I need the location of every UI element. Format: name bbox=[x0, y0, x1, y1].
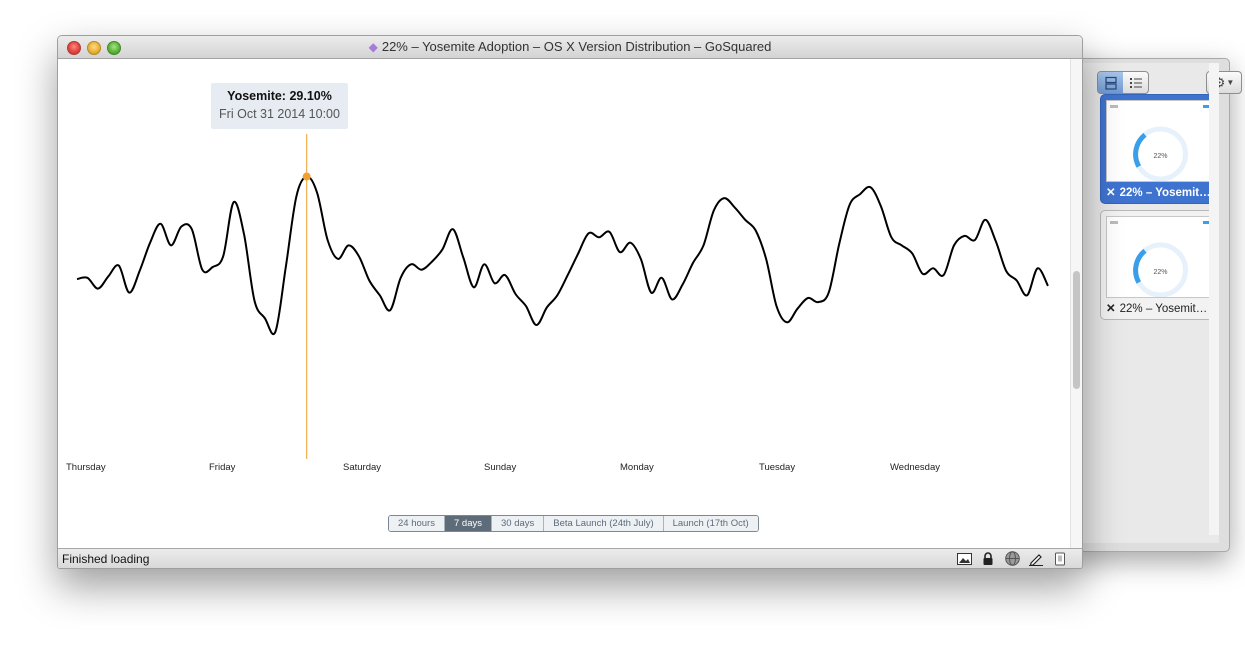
close-icon[interactable]: ✕ bbox=[1106, 303, 1116, 315]
lock-icon[interactable] bbox=[980, 551, 996, 566]
range-7-days-button[interactable]: 7 days bbox=[444, 516, 492, 531]
x-tick-label: Sunday bbox=[484, 462, 517, 473]
range-30-days-button[interactable]: 30 days bbox=[491, 516, 545, 531]
status-bar: Finished loading bbox=[58, 548, 1082, 568]
yosemite-series-line bbox=[76, 175, 1049, 336]
scrollbar-thumb[interactable] bbox=[1073, 271, 1080, 389]
chevron-down-icon: ▼ bbox=[1226, 78, 1235, 87]
tooltip-date: Fri Oct 31 2014 10:00 bbox=[219, 107, 340, 121]
drawer-panel: ⚙ ▼ 22% ✕ 22% – Yosemit… bbox=[1083, 63, 1242, 543]
tabs-drawer: ⚙ ▼ 22% ✕ 22% – Yosemit… bbox=[1070, 58, 1242, 552]
x-tick-label: Saturday bbox=[343, 462, 382, 473]
range-24-hours-button[interactable]: 24 hours bbox=[389, 516, 445, 531]
grid-view-button[interactable] bbox=[1098, 72, 1123, 93]
picture-icon[interactable] bbox=[956, 551, 972, 566]
browser-window: ◆ 22% – Yosemite Adoption – OS X Version … bbox=[57, 35, 1083, 569]
tab-thumbnail-title: 22% – Yosemit… bbox=[1119, 187, 1211, 199]
range-beta-launch-button[interactable]: Beta Launch (24th July) bbox=[544, 516, 664, 531]
globe-icon[interactable] bbox=[1004, 551, 1020, 566]
close-icon[interactable]: ✕ bbox=[1106, 187, 1116, 199]
window-title-text: 22% – Yosemite Adoption – OS X Version D… bbox=[381, 39, 772, 54]
time-range-selector[interactable]: 24 hours 7 days 30 days Beta Launch (24t… bbox=[388, 515, 759, 532]
close-window-button[interactable] bbox=[67, 41, 81, 55]
list-view-icon bbox=[1129, 77, 1142, 88]
phone-icon[interactable] bbox=[1052, 551, 1068, 566]
hover-data-point[interactable] bbox=[302, 172, 311, 181]
tab-thumbnail-label: ✕ 22% – Yosemit… bbox=[1106, 301, 1214, 315]
tab-thumbnail-title: 22% – Yosemit… bbox=[1119, 303, 1208, 315]
thumbnail-gauge-graphic: 22% bbox=[1110, 221, 1211, 297]
tab-thumbnail-label: ✕ 22% – Yosemit… bbox=[1106, 185, 1214, 199]
status-text: Finished loading bbox=[62, 552, 150, 566]
grid-view-icon bbox=[1104, 76, 1117, 90]
status-icons bbox=[956, 551, 1068, 566]
chart-tooltip: Yosemite: 29.10% Fri Oct 31 2014 10:00 bbox=[211, 83, 348, 129]
page-content: Yosemite: 29.10% Fri Oct 31 2014 10:00 T… bbox=[58, 59, 1070, 548]
view-mode-switch[interactable] bbox=[1097, 71, 1149, 94]
minimize-window-button[interactable] bbox=[87, 41, 101, 55]
tooltip-value: Yosemite: 29.10% bbox=[227, 89, 332, 103]
tab-thumbnail-2[interactable]: 22% ✕ 22% – Yosemit… bbox=[1100, 210, 1219, 320]
title-bar[interactable]: ◆ 22% – Yosemite Adoption – OS X Version … bbox=[58, 36, 1082, 59]
drawer-scrollbar[interactable] bbox=[1209, 63, 1219, 535]
x-tick-label: Tuesday bbox=[759, 462, 796, 473]
pencil-icon[interactable] bbox=[1028, 551, 1044, 566]
x-tick-label: Friday bbox=[209, 462, 236, 473]
range-launch-button[interactable]: Launch (17th Oct) bbox=[663, 516, 758, 531]
x-tick-label: Wednesday bbox=[890, 462, 940, 473]
thumbnail-value: 22% bbox=[1153, 153, 1167, 160]
zoom-window-button[interactable] bbox=[107, 41, 121, 55]
thumbnail-gauge-graphic: 22% bbox=[1110, 105, 1211, 181]
gear-icon: ⚙ bbox=[1213, 74, 1226, 90]
list-view-button[interactable] bbox=[1123, 72, 1148, 93]
x-tick-label: Thursday bbox=[66, 462, 106, 473]
pin-icon: ◆ bbox=[368, 40, 378, 54]
thumbnail-value: 22% bbox=[1153, 269, 1167, 276]
tab-thumbnail-image: 22% bbox=[1106, 216, 1215, 298]
tab-thumbnail-image: 22% bbox=[1106, 100, 1215, 182]
x-tick-label: Monday bbox=[620, 462, 654, 473]
window-title: ◆ 22% – Yosemite Adoption – OS X Version … bbox=[58, 39, 1082, 54]
tab-thumbnail-1[interactable]: 22% ✕ 22% – Yosemit… bbox=[1100, 94, 1219, 204]
vertical-scrollbar[interactable] bbox=[1070, 59, 1082, 548]
adoption-line-chart[interactable] bbox=[58, 59, 1070, 548]
